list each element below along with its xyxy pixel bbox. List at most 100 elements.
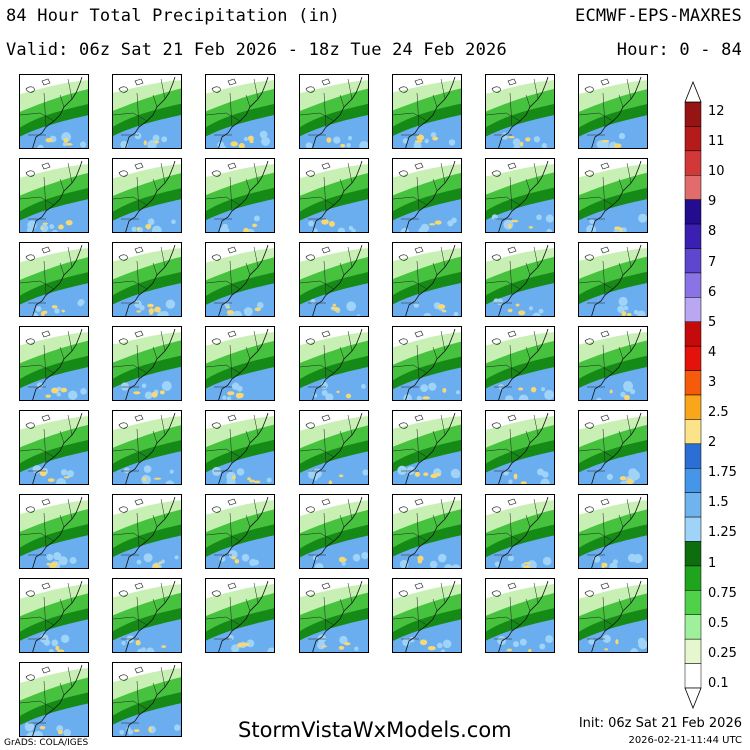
state-borders bbox=[113, 78, 166, 136]
precip-max-blob bbox=[46, 562, 51, 566]
colorbar-swatch bbox=[684, 394, 702, 420]
precip-speckle bbox=[418, 227, 427, 232]
ensemble-panel bbox=[298, 326, 369, 401]
great-lakes bbox=[584, 246, 610, 261]
precip-speckle bbox=[541, 387, 546, 392]
precip-speckle bbox=[61, 132, 72, 142]
coastline bbox=[125, 76, 176, 148]
valid-period: Valid: 06z Sat 21 Feb 2026 - 18z Tue 24 … bbox=[6, 40, 507, 60]
precip-max-blob bbox=[55, 645, 60, 651]
precip-speckle bbox=[628, 468, 638, 478]
coastline bbox=[591, 76, 642, 148]
precip-blue bbox=[20, 115, 88, 148]
precip-blue bbox=[299, 619, 368, 652]
precip-speckle bbox=[437, 553, 447, 563]
precip-max-blob bbox=[45, 137, 53, 143]
precip-speckle bbox=[508, 555, 514, 562]
coastline bbox=[125, 160, 176, 232]
precip-max-blob bbox=[133, 391, 141, 395]
colorbar-tick-label: 12 bbox=[708, 104, 725, 119]
precip-speckle bbox=[532, 312, 541, 316]
precip-blue bbox=[486, 283, 554, 316]
website-footer[interactable]: StormVistaWxModels.com bbox=[238, 718, 512, 742]
generated-timestamp: 2026-02-21-11:44 UTC bbox=[628, 735, 742, 746]
precip-max-blob bbox=[40, 226, 44, 230]
colorbar-bottom-arrow bbox=[684, 687, 702, 710]
coastline bbox=[591, 412, 642, 484]
precip-speckle bbox=[56, 477, 67, 484]
precip-speckle bbox=[427, 382, 437, 391]
precip-max-blob bbox=[530, 386, 537, 393]
precip-max-blob bbox=[248, 135, 255, 142]
coastline bbox=[591, 496, 642, 568]
state-borders bbox=[579, 330, 632, 388]
precip-speckle bbox=[169, 469, 174, 474]
precip-max-blob bbox=[145, 224, 152, 229]
precip-speckle bbox=[253, 559, 260, 566]
precip-max-blob bbox=[328, 480, 332, 484]
precip-speckle bbox=[242, 553, 250, 562]
precip-max-blob bbox=[620, 476, 627, 481]
ensemble-panel bbox=[485, 242, 555, 317]
precip-speckle bbox=[136, 559, 142, 565]
precip-max-blob bbox=[328, 221, 335, 227]
state-borders bbox=[206, 162, 259, 220]
precip-speckle bbox=[609, 562, 618, 568]
great-lakes bbox=[25, 582, 51, 597]
precip-max-blob bbox=[626, 478, 634, 484]
precip-max-blob bbox=[232, 475, 236, 480]
colorbar-tick-label: 10 bbox=[708, 164, 725, 180]
coastline bbox=[32, 412, 83, 484]
precip-speckle bbox=[508, 479, 513, 484]
ensemble-panel bbox=[391, 326, 462, 401]
precip-speckle bbox=[56, 392, 61, 397]
precip-speckle bbox=[324, 393, 333, 400]
precip-speckle bbox=[620, 391, 626, 398]
precip-blue bbox=[206, 199, 275, 232]
precip-speckle bbox=[332, 136, 341, 144]
precip-speckle bbox=[134, 132, 142, 140]
ensemble-panel bbox=[391, 578, 462, 653]
state-borders bbox=[392, 162, 446, 220]
precip-max-blob bbox=[528, 648, 532, 652]
precip-max-blob bbox=[332, 303, 336, 307]
coastline bbox=[311, 328, 362, 400]
precip-blue bbox=[579, 619, 648, 652]
precip-max-blob bbox=[336, 390, 340, 394]
great-lakes bbox=[118, 414, 144, 429]
precip-speckle bbox=[630, 648, 639, 652]
coastline bbox=[32, 664, 83, 736]
great-lakes bbox=[25, 162, 51, 177]
state-borders bbox=[20, 666, 73, 724]
precip-speckle bbox=[493, 298, 500, 304]
coastline bbox=[591, 244, 642, 316]
precip-speckle bbox=[261, 136, 271, 146]
precip-speckle bbox=[442, 639, 452, 649]
precip-speckle bbox=[345, 143, 351, 148]
precip-speckle bbox=[536, 214, 542, 221]
precip-max-blob bbox=[414, 471, 420, 477]
ensemble-panel bbox=[578, 242, 649, 317]
state-borders bbox=[579, 498, 632, 556]
precip-max-blob bbox=[227, 310, 235, 315]
ensemble-panel bbox=[485, 158, 555, 233]
precip-max-blob bbox=[154, 306, 161, 313]
state-borders bbox=[486, 78, 539, 136]
precip-max-blob bbox=[230, 141, 239, 147]
ensemble-panel bbox=[485, 578, 555, 653]
precip-speckle bbox=[267, 477, 273, 483]
precip-blue bbox=[486, 451, 554, 484]
precip-blue bbox=[113, 199, 182, 232]
precip-max-blob bbox=[148, 726, 152, 733]
precip-max-blob bbox=[441, 309, 447, 313]
precip-speckle bbox=[402, 138, 408, 144]
precip-speckle bbox=[80, 141, 87, 148]
precip-max-blob bbox=[137, 227, 141, 231]
precip-speckle bbox=[120, 382, 130, 391]
ensemble-panel bbox=[112, 74, 183, 149]
coastline bbox=[125, 664, 176, 736]
precip-max-blob bbox=[51, 387, 59, 394]
precip-max-blob bbox=[254, 480, 261, 484]
great-lakes bbox=[212, 414, 237, 429]
colorbar-swatch bbox=[684, 638, 702, 664]
